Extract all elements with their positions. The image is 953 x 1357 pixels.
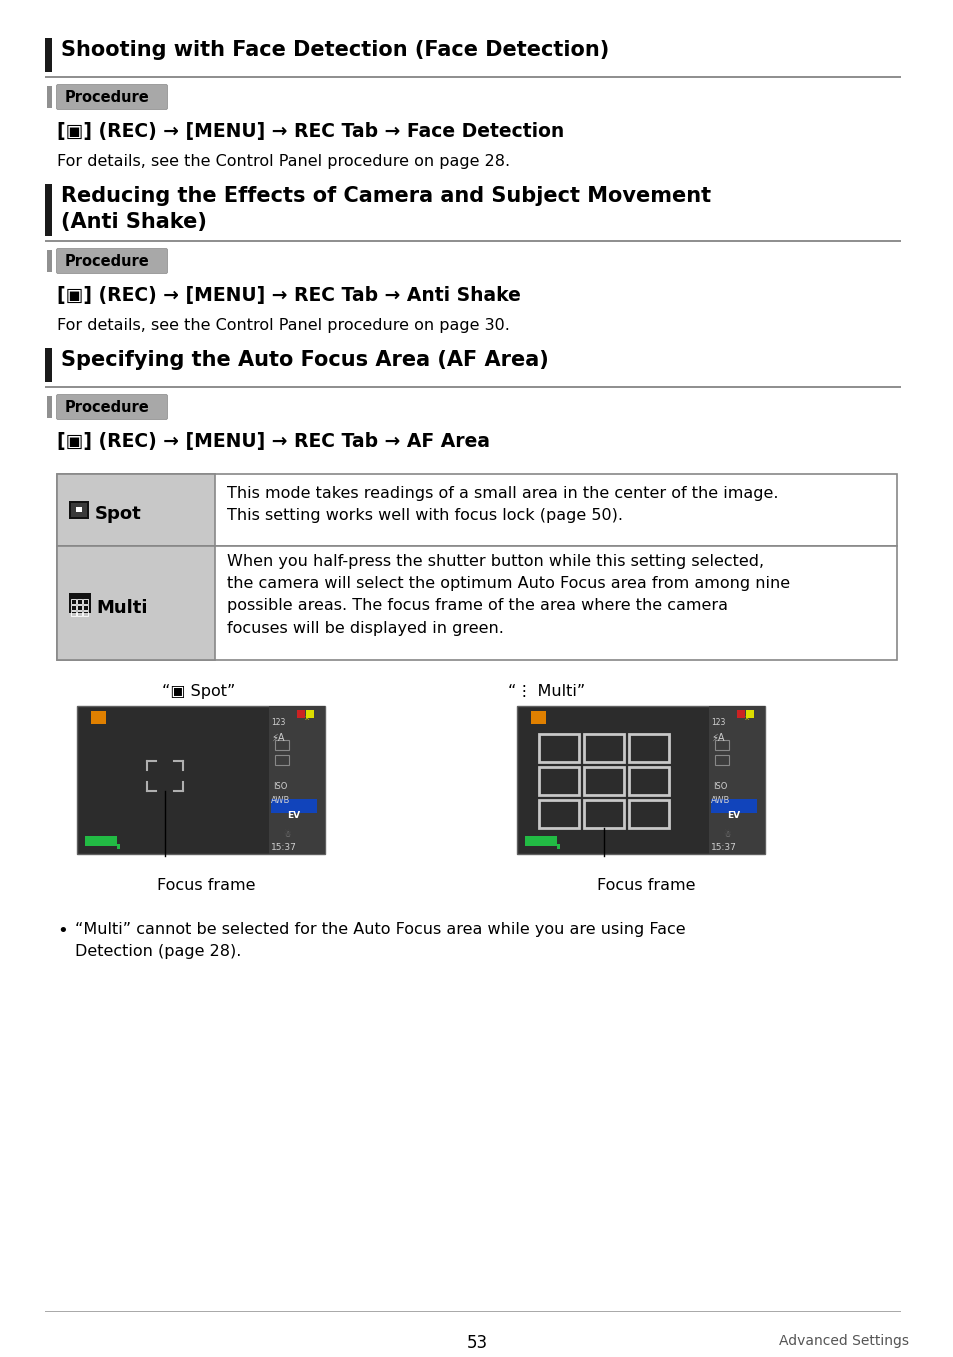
Text: EV: EV bbox=[287, 811, 300, 820]
Bar bbox=[91, 711, 106, 725]
Bar bbox=[45, 185, 52, 236]
Bar bbox=[117, 844, 120, 849]
Bar bbox=[83, 611, 88, 616]
Bar bbox=[45, 76, 900, 77]
Bar bbox=[57, 546, 896, 660]
Bar bbox=[57, 546, 214, 660]
Bar bbox=[45, 38, 52, 72]
Bar bbox=[45, 385, 900, 388]
Bar bbox=[538, 801, 578, 828]
Bar bbox=[47, 396, 52, 418]
Bar bbox=[274, 740, 289, 750]
Text: “▣ Spot”: “▣ Spot” bbox=[162, 684, 235, 699]
Text: For details, see the Control Panel procedure on page 30.: For details, see the Control Panel proce… bbox=[57, 318, 509, 332]
Text: (Anti Shake): (Anti Shake) bbox=[61, 212, 207, 232]
Text: 15:37: 15:37 bbox=[271, 843, 296, 852]
Bar bbox=[77, 706, 325, 854]
Text: [▣] (REC) → [MENU] → REC Tab → Face Detection: [▣] (REC) → [MENU] → REC Tab → Face Dete… bbox=[57, 122, 563, 141]
Bar bbox=[628, 734, 668, 763]
Text: EV: EV bbox=[727, 811, 740, 820]
Text: Procedure: Procedure bbox=[65, 91, 150, 106]
Bar bbox=[45, 347, 52, 383]
Text: Focus frame: Focus frame bbox=[157, 878, 255, 893]
Text: X: X bbox=[744, 716, 748, 721]
Text: Reducing the Effects of Camera and Subject Movement: Reducing the Effects of Camera and Subje… bbox=[61, 186, 710, 206]
Text: 123: 123 bbox=[271, 718, 285, 727]
Bar bbox=[47, 85, 52, 109]
Text: For details, see the Control Panel procedure on page 28.: For details, see the Control Panel proce… bbox=[57, 153, 510, 170]
Text: Procedure: Procedure bbox=[65, 255, 150, 270]
Bar bbox=[71, 611, 76, 616]
Text: This mode takes readings of a small area in the center of the image.
This settin: This mode takes readings of a small area… bbox=[227, 486, 778, 524]
Bar bbox=[296, 710, 305, 718]
Bar bbox=[538, 734, 578, 763]
Bar bbox=[745, 710, 753, 718]
Bar bbox=[524, 836, 557, 845]
Text: Multi: Multi bbox=[96, 598, 148, 617]
Text: X: X bbox=[305, 716, 309, 721]
Bar bbox=[71, 598, 76, 604]
Bar bbox=[708, 706, 764, 854]
Bar bbox=[583, 767, 623, 795]
Text: “⋮ Multi”: “⋮ Multi” bbox=[508, 684, 585, 699]
Bar bbox=[714, 754, 728, 765]
Text: 53: 53 bbox=[466, 1334, 487, 1352]
Bar bbox=[69, 501, 89, 518]
Bar bbox=[71, 605, 76, 611]
Text: ⚡A: ⚡A bbox=[710, 733, 723, 744]
Text: Spot: Spot bbox=[95, 505, 142, 522]
FancyBboxPatch shape bbox=[56, 84, 168, 110]
Text: •: • bbox=[57, 921, 68, 940]
Bar bbox=[71, 503, 87, 517]
Bar bbox=[85, 836, 117, 845]
Text: 15:37: 15:37 bbox=[710, 843, 736, 852]
Bar bbox=[538, 767, 578, 795]
Bar bbox=[628, 801, 668, 828]
Bar bbox=[274, 754, 289, 765]
Bar bbox=[45, 1311, 900, 1312]
Bar bbox=[83, 598, 88, 604]
Bar bbox=[57, 474, 214, 546]
Bar bbox=[714, 740, 728, 750]
Bar bbox=[628, 767, 668, 795]
Text: When you half-press the shutter button while this setting selected,
the camera w: When you half-press the shutter button w… bbox=[227, 554, 789, 635]
Text: ISO: ISO bbox=[712, 782, 726, 791]
Bar bbox=[57, 474, 896, 546]
Bar bbox=[583, 801, 623, 828]
Bar bbox=[83, 605, 88, 611]
Bar bbox=[45, 240, 900, 242]
Bar bbox=[737, 710, 744, 718]
Text: Procedure: Procedure bbox=[65, 400, 150, 415]
Bar bbox=[69, 593, 91, 613]
Text: ☃: ☃ bbox=[283, 830, 291, 839]
Bar bbox=[583, 734, 623, 763]
Bar bbox=[77, 605, 82, 611]
Bar bbox=[531, 711, 545, 725]
Bar bbox=[710, 799, 757, 813]
Text: ⚡A: ⚡A bbox=[271, 733, 284, 744]
Text: ☃: ☃ bbox=[722, 830, 730, 839]
Bar bbox=[306, 710, 314, 718]
Text: 123: 123 bbox=[710, 718, 724, 727]
Text: Advanced Settings: Advanced Settings bbox=[779, 1334, 908, 1348]
Bar bbox=[269, 706, 325, 854]
Text: Specifying the Auto Focus Area (AF Area): Specifying the Auto Focus Area (AF Area) bbox=[61, 350, 548, 370]
Text: [▣] (REC) → [MENU] → REC Tab → AF Area: [▣] (REC) → [MENU] → REC Tab → AF Area bbox=[57, 432, 490, 451]
Text: ISO: ISO bbox=[273, 782, 287, 791]
Text: Focus frame: Focus frame bbox=[597, 878, 695, 893]
Bar bbox=[47, 250, 52, 271]
FancyBboxPatch shape bbox=[56, 248, 168, 274]
Text: “Multi” cannot be selected for the Auto Focus area while you are using Face
Dete: “Multi” cannot be selected for the Auto … bbox=[75, 921, 685, 958]
Bar bbox=[517, 706, 764, 854]
Bar bbox=[77, 598, 82, 604]
Text: AWB: AWB bbox=[710, 797, 730, 805]
Bar bbox=[271, 799, 316, 813]
Bar bbox=[77, 611, 82, 616]
Bar bbox=[557, 844, 559, 849]
Text: AWB: AWB bbox=[271, 797, 290, 805]
Bar bbox=[76, 508, 82, 512]
FancyBboxPatch shape bbox=[56, 395, 168, 419]
Text: [▣] (REC) → [MENU] → REC Tab → Anti Shake: [▣] (REC) → [MENU] → REC Tab → Anti Shak… bbox=[57, 286, 520, 305]
Text: Shooting with Face Detection (Face Detection): Shooting with Face Detection (Face Detec… bbox=[61, 39, 609, 60]
